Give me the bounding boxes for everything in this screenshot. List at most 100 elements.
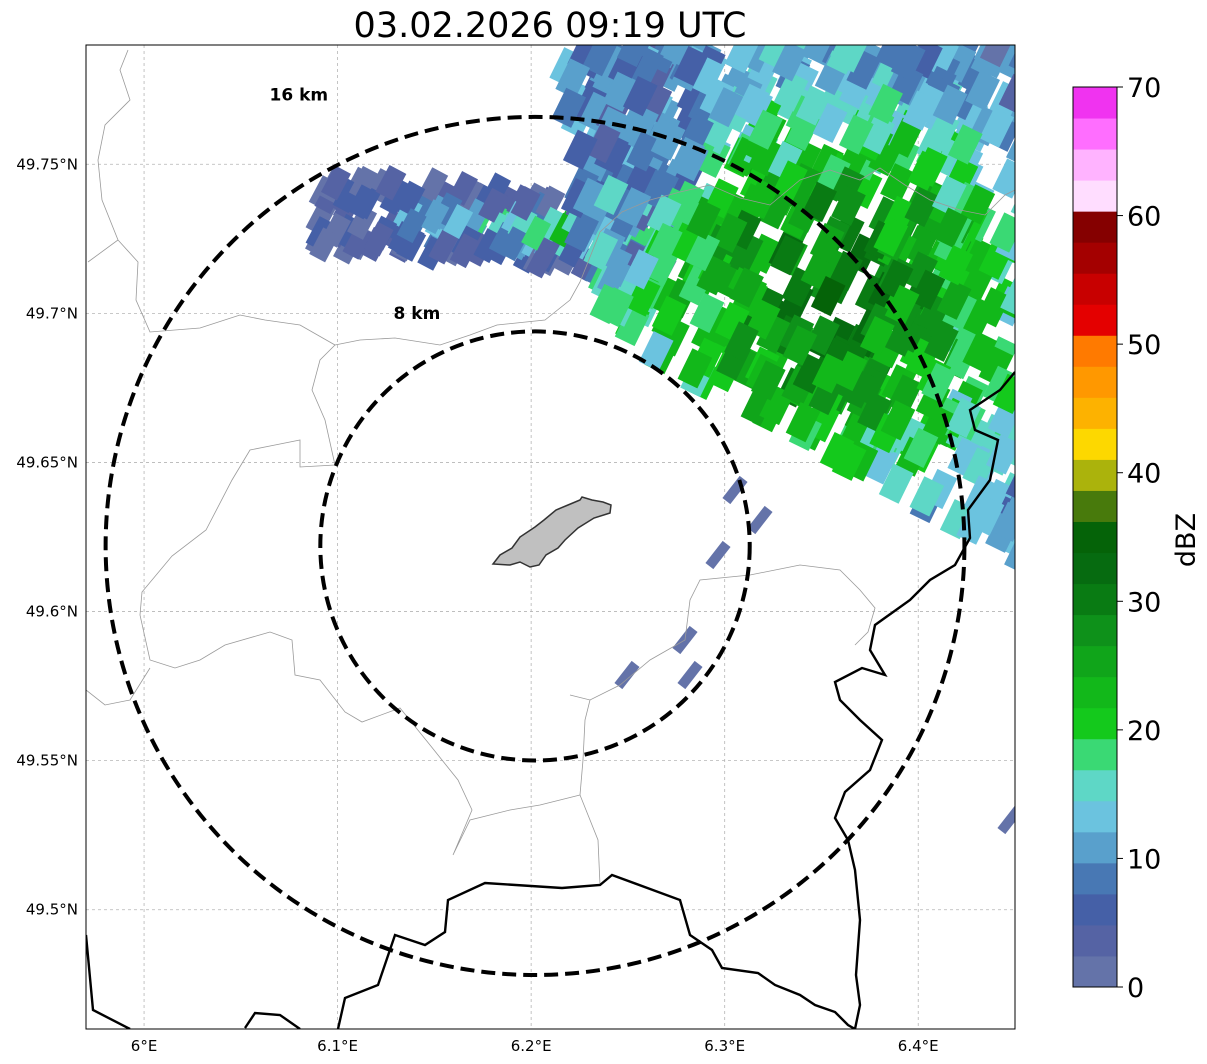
echo-bin: [375, 165, 406, 200]
echo-bin: [809, 222, 845, 264]
echo-bin: [714, 301, 750, 343]
echo-bin: [396, 208, 427, 244]
echo-bin: [998, 45, 1015, 82]
echo-bin: [810, 275, 846, 317]
echo-bin: [747, 505, 773, 535]
echo-bin: [418, 167, 449, 203]
lat-tick-label: 49.55°N: [16, 752, 78, 770]
colorbar-segment: [1073, 583, 1117, 616]
echo-bin: [792, 353, 828, 394]
city-outline[interactable]: [491, 496, 612, 568]
echo-bin: [320, 165, 351, 201]
colorbar-segment: [1073, 366, 1117, 398]
echo-bin: [647, 222, 683, 264]
echo-bin: [696, 255, 732, 296]
echo-bin: [979, 45, 1015, 68]
echo-bin: [1002, 408, 1015, 449]
range-ring-8km: [318, 329, 752, 763]
colorbar-segment: [1073, 831, 1117, 864]
echo-bin: [782, 325, 818, 366]
echo-bin: [724, 45, 760, 74]
lon-tick-label: 6.2°E: [511, 1037, 552, 1055]
echo-bin: [802, 181, 837, 223]
echo-bin: [969, 495, 1005, 536]
echo-bin: [555, 58, 591, 99]
echo-bin: [805, 315, 840, 356]
echo-bin: [724, 321, 759, 362]
map-panel[interactable]: 8 km 16 km: [85, 25, 1047, 1030]
echo-bin: [572, 177, 608, 218]
colorbar-tick-label: 10: [1127, 844, 1161, 875]
echo-bin: [878, 463, 914, 504]
echo-bin: [772, 45, 807, 82]
colorbar-segment: [1073, 118, 1117, 150]
echo-bin: [936, 279, 972, 320]
echo-bin: [890, 45, 926, 81]
echo-bin: [816, 154, 851, 195]
lon-tick-label: 6.1°E: [317, 1037, 358, 1055]
echo-bin: [992, 158, 1015, 199]
colorbar-segment: [1073, 800, 1117, 833]
echo-bin: [729, 267, 764, 308]
colorbar-segment: [1073, 862, 1117, 895]
colorbar-segment: [1073, 676, 1117, 709]
echo-bin: [998, 73, 1015, 115]
echo-bin: [594, 133, 629, 174]
echo-bin: [903, 251, 938, 292]
echo-bin: [564, 211, 599, 252]
colorbar-segment: [1073, 924, 1117, 957]
echo-bin: [309, 227, 340, 263]
echo-bin: [478, 187, 509, 223]
echo-bin: [593, 174, 629, 216]
echo-bin: [902, 225, 938, 266]
echo-bin: [1005, 462, 1015, 504]
lon-tick-label: 6.3°E: [704, 1037, 745, 1055]
municipality-boundaries: [86, 49, 1015, 886]
colorbar-segment: [1073, 738, 1117, 771]
colorbar-segment: [1073, 180, 1117, 212]
echo-bin: [756, 313, 791, 354]
echo-bin: [893, 416, 929, 457]
echo-bin: [932, 84, 968, 125]
echo-bin: [650, 120, 686, 161]
echo-bin: [419, 199, 450, 235]
lat-tick-label: 49.65°N: [16, 453, 78, 471]
echo-bin: [624, 105, 659, 146]
echo-bin: [449, 233, 480, 269]
echo-bin: [622, 75, 658, 117]
echo-bin: [880, 400, 916, 441]
echo-bin: [773, 160, 808, 201]
echo-bin: [831, 185, 866, 226]
colorbar-segment: [1073, 397, 1117, 429]
colorbar-segment: [1073, 428, 1117, 460]
lat-tick-label: 49.5°N: [26, 901, 78, 919]
echo-bin: [646, 194, 682, 235]
echo-bin: [734, 83, 770, 124]
map-frame: [85, 44, 1016, 1030]
echo-bin: [396, 226, 427, 262]
colorbar-segment: [1073, 149, 1117, 181]
lon-tick-label: 6.4°E: [898, 1037, 939, 1055]
echo-bin: [846, 49, 882, 90]
lat-tick-label: 49.7°N: [26, 304, 78, 322]
range-ring-16km: [103, 114, 967, 977]
echo-bin: [993, 501, 1015, 542]
echo-bin: [875, 45, 910, 70]
echo-bin: [748, 109, 783, 150]
echo-bin: [873, 216, 909, 257]
echo-bin: [909, 476, 945, 517]
echo-bin: [878, 259, 914, 300]
echo-bin: [728, 231, 764, 272]
echo-bin: [960, 184, 996, 225]
echo-bin: [363, 221, 394, 257]
echo-bin: [841, 368, 877, 409]
echo-bin: [811, 353, 847, 394]
echo-bin: [758, 45, 794, 69]
colorbar-tick-label: 50: [1127, 330, 1161, 361]
colorbar-segment: [1073, 490, 1117, 522]
echo-bin: [614, 660, 640, 690]
echo-bin: [962, 331, 998, 372]
echo-bin: [712, 212, 748, 254]
echo-bin: [510, 185, 541, 221]
echo-bin: [863, 444, 899, 485]
